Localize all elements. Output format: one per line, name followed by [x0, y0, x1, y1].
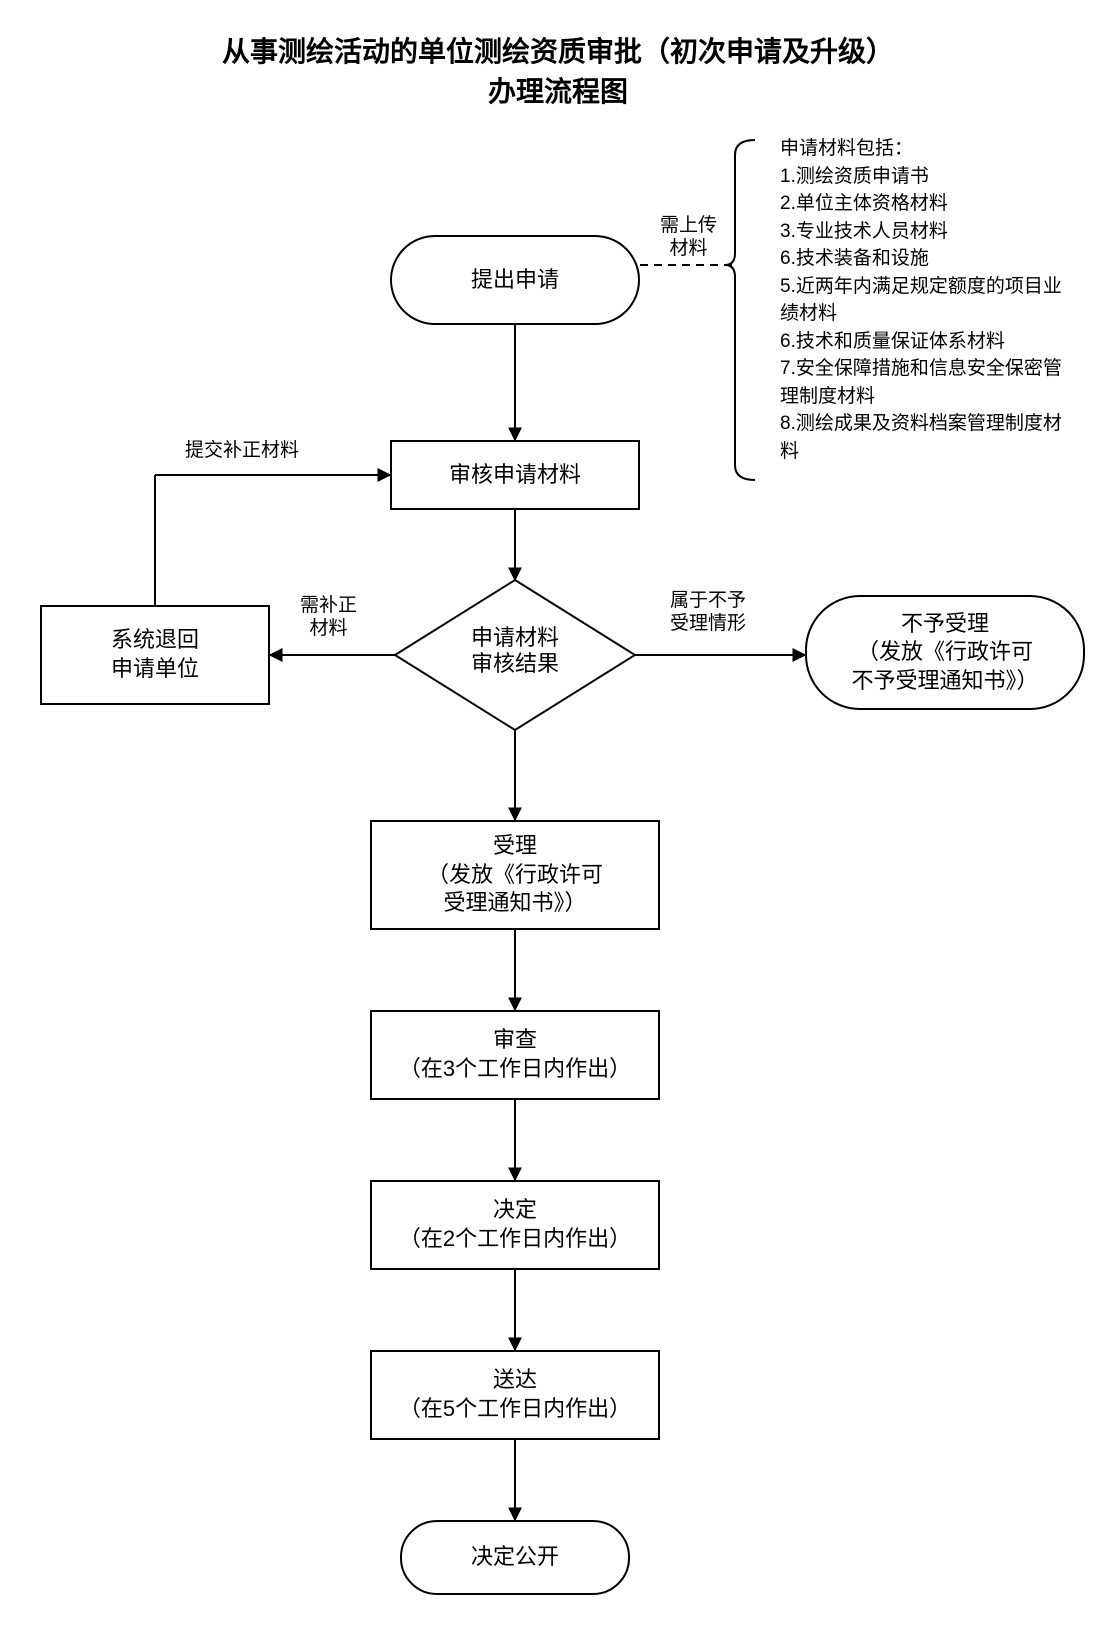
- materials-item: 3.专业技术人员材料: [780, 218, 1080, 246]
- materials-item: 6.技术装备和设施: [780, 245, 1080, 273]
- materials-item: 6.技术和质量保证体系材料: [780, 328, 1080, 356]
- edge-label: 提交补正材料: [185, 440, 299, 463]
- node-accept: 受理 （发放《行政许可 受理通知书》）: [370, 820, 660, 930]
- materials-list: 申请材料包括： 1.测绘资质申请书2.单位主体资格材料3.专业技术人员材料6.技…: [780, 135, 1080, 466]
- materials-item: 1.测绘资质申请书: [780, 163, 1080, 191]
- edge-label: 需上传 材料: [660, 215, 717, 261]
- node-reject: 不予受理 （发放《行政许可 不予受理通知书》）: [805, 595, 1085, 710]
- node-deliver: 送达 （在5个工作日内作出）: [370, 1350, 660, 1440]
- node-decision: 申请材料 审核结果: [415, 625, 615, 678]
- node-examine: 审查 （在3个工作日内作出）: [370, 1010, 660, 1100]
- node-submit: 提出申请: [390, 235, 640, 325]
- materials-item: 7.安全保障措施和信息安全保密管理制度材料: [780, 355, 1080, 410]
- node-publish: 决定公开: [400, 1520, 630, 1595]
- edge-label: 需补正 材料: [300, 595, 357, 641]
- flowchart-canvas: 从事测绘活动的单位测绘资质审批（初次申请及升级） 办理流程图 提出申请审核申请材…: [0, 0, 1116, 1637]
- node-returnBox: 系统退回 申请单位: [40, 605, 270, 705]
- node-decide: 决定 （在2个工作日内作出）: [370, 1180, 660, 1270]
- materials-item: 2.单位主体资格材料: [780, 190, 1080, 218]
- materials-item: 8.测绘成果及资料档案管理制度材料: [780, 410, 1080, 465]
- diagram-title: 从事测绘活动的单位测绘资质审批（初次申请及升级） 办理流程图: [130, 30, 986, 110]
- materials-item: 5.近两年内满足规定额度的项目业绩材料: [780, 273, 1080, 328]
- edge-label: 属于不予 受理情形: [670, 590, 746, 636]
- node-review: 审核申请材料: [390, 440, 640, 510]
- materials-header: 申请材料包括：: [780, 135, 1080, 163]
